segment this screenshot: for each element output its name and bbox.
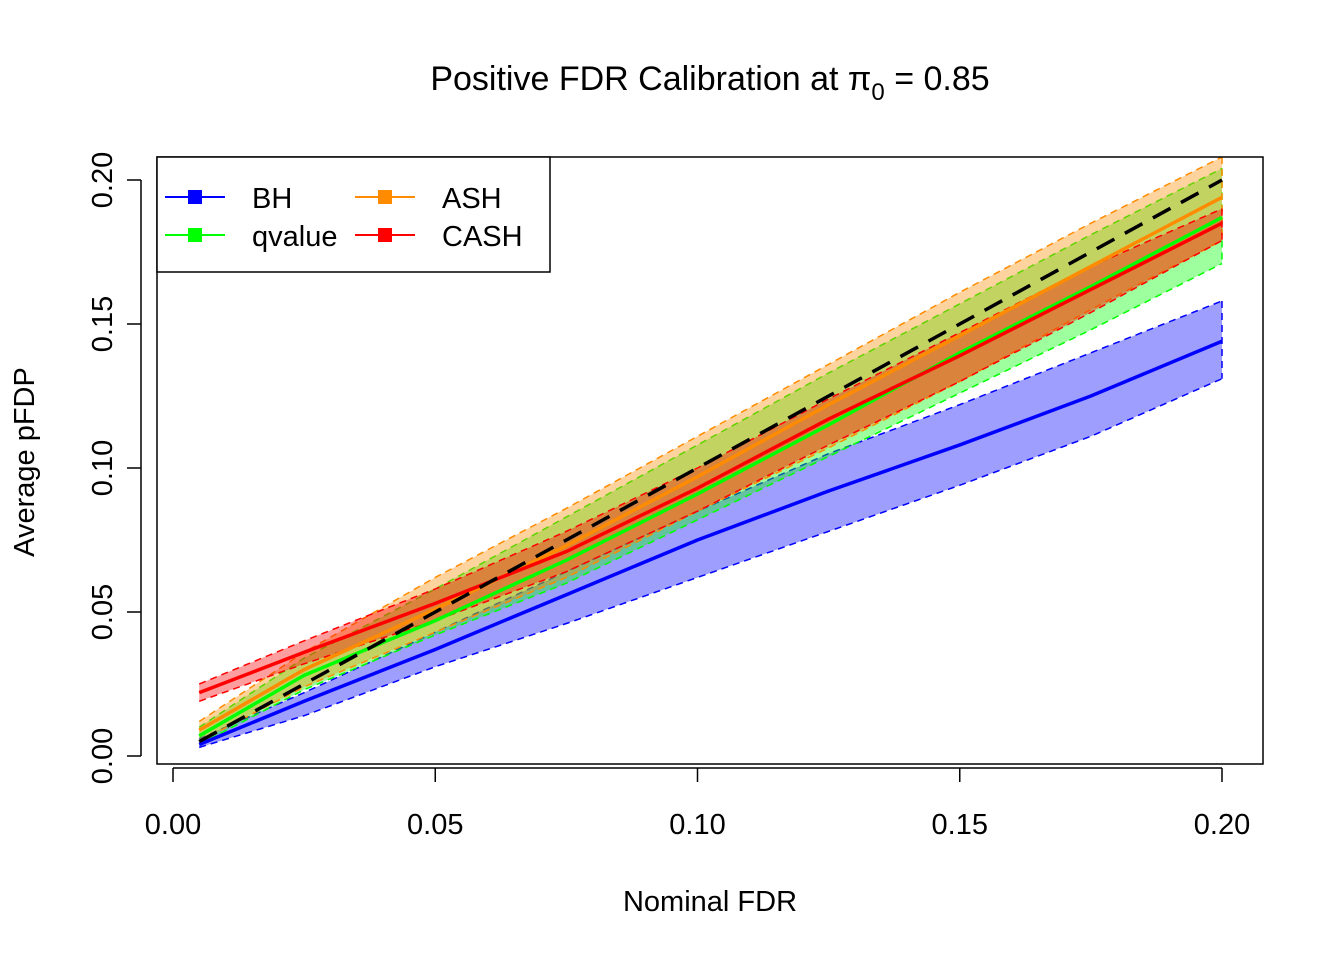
plot-area bbox=[198, 156, 1223, 749]
series-line-ash bbox=[198, 195, 1223, 732]
legend-label-qvalue: qvalue bbox=[252, 221, 337, 253]
y-tick-label: 0.05 bbox=[87, 584, 119, 640]
legend-label-ash: ASH bbox=[442, 183, 502, 215]
legend-swatch-marker bbox=[378, 228, 392, 242]
x-tick-label: 0.15 bbox=[932, 809, 988, 841]
y-tick-label: 0.00 bbox=[87, 728, 119, 784]
band-upper-bh bbox=[198, 300, 1223, 740]
band-lower-bh bbox=[199, 378, 1223, 749]
x-tick-label: 0.10 bbox=[669, 809, 725, 841]
reference-line bbox=[198, 178, 1223, 744]
x-axis-label: Nominal FDR bbox=[623, 886, 797, 918]
series-line-cash bbox=[198, 221, 1223, 695]
legend-label-cash: CASH bbox=[442, 221, 523, 253]
y-tick-label: 0.20 bbox=[87, 152, 119, 208]
legend: BH qvalue ASH CASH bbox=[156, 156, 551, 273]
legend-swatch-marker bbox=[188, 228, 202, 242]
x-tick-label: 0.00 bbox=[145, 809, 201, 841]
plot-frame bbox=[156, 156, 1264, 765]
x-tick-label: 0.20 bbox=[1194, 809, 1250, 841]
x-tick-label: 0.05 bbox=[407, 809, 463, 841]
legend-swatch-marker bbox=[188, 190, 202, 204]
legend-box bbox=[156, 156, 551, 273]
y-tick-label: 0.10 bbox=[87, 440, 119, 496]
y-tick-label: 0.15 bbox=[87, 296, 119, 352]
chart-title: Positive FDR Calibration at π0 = 0.85 bbox=[430, 60, 989, 106]
series-line-qvalue bbox=[198, 215, 1223, 738]
axes: 0.00 0.05 0.10 0.15 0.20 0.00 0.05 0.10 0.15 0.20 bbox=[87, 152, 1250, 841]
series-line-bh bbox=[198, 339, 1223, 747]
legend-swatch-marker bbox=[378, 190, 392, 204]
band-upper-ash bbox=[198, 156, 1223, 723]
legend-label-bh: BH bbox=[252, 183, 292, 215]
band-lower-ash bbox=[198, 239, 1223, 743]
y-axis-label: Average pFDP bbox=[9, 367, 41, 557]
band-bh bbox=[199, 300, 1223, 748]
